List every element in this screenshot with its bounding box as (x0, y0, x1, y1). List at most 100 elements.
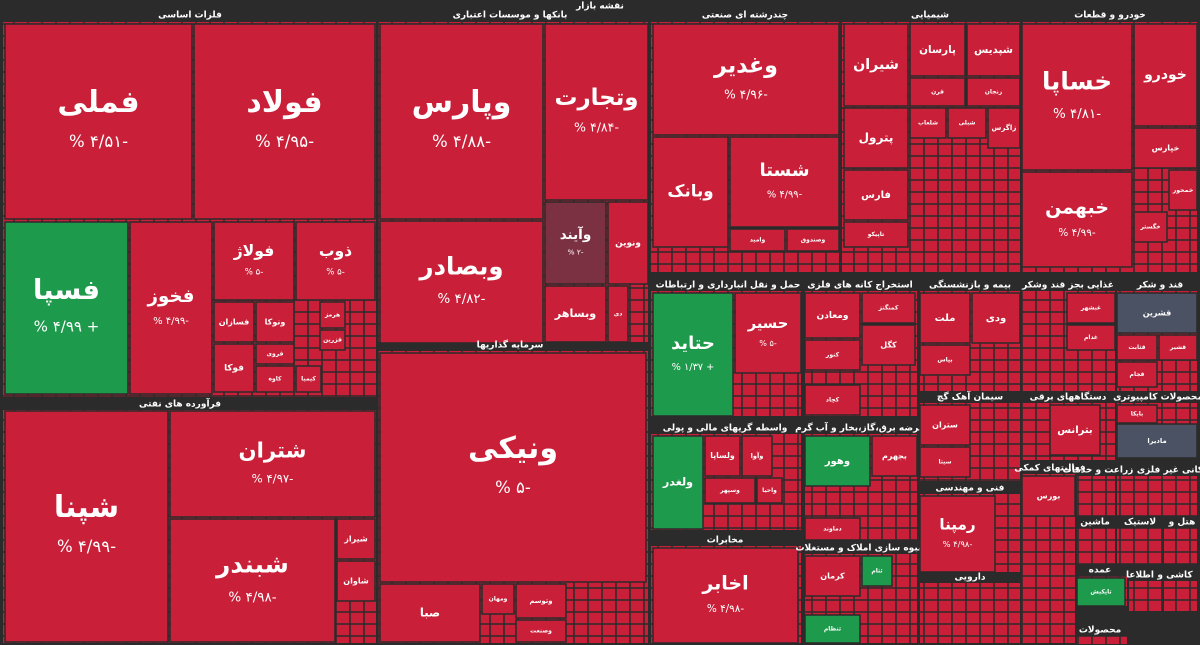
tile (919, 344, 971, 376)
sector-name: عرضه برق،گاز،بخار و آب گرم (795, 422, 925, 434)
sector-name: اطلاعا (1126, 571, 1154, 581)
tile-symbol: قجام (1130, 371, 1145, 378)
tile-change: -۵ % (245, 267, 264, 277)
sector-area (1077, 636, 1127, 644)
tile (255, 343, 295, 365)
sector-name: هتل و (1168, 518, 1196, 528)
tile-change: -۴/۹۹ % (767, 190, 803, 201)
tile-symbol: فخوز (147, 286, 195, 307)
tile-symbol: کاوه (268, 376, 282, 383)
tile-symbol: خبهمن (1045, 197, 1109, 219)
tile-symbol: وآوا (751, 451, 764, 460)
tile (336, 518, 376, 560)
tile (909, 23, 966, 77)
tile-change: -۴/۹۹ % (57, 537, 116, 556)
tile-symbol: بترانس (1057, 425, 1092, 436)
tile (1021, 475, 1076, 517)
tile (4, 221, 129, 395)
tile-symbol: فارس (861, 190, 891, 201)
tile-change: -۵ % (495, 478, 531, 497)
tile-symbol: ومعادن (817, 311, 849, 321)
tile-symbol: دماوند (823, 526, 842, 533)
tile (544, 285, 607, 343)
tile (741, 435, 773, 477)
tile (804, 555, 861, 597)
tile (379, 583, 481, 643)
tile-symbol: وپارس (412, 85, 512, 120)
tile-symbol: قثابت (1128, 344, 1145, 351)
sector-name: سرمایه گذاریها (477, 339, 544, 351)
tile-symbol: زاگرس (992, 123, 1017, 132)
tile-symbol: ونیکی (468, 431, 558, 466)
sector-name: دستگاههای برقی (1030, 391, 1107, 403)
tile (947, 107, 987, 139)
tile-symbol: ولغدر (662, 476, 693, 489)
tile-symbol: حسیر (747, 315, 789, 332)
tile-symbol: مادیرا (1147, 437, 1166, 445)
tile-symbol: دی (614, 311, 623, 318)
tile (515, 583, 567, 619)
tile (1116, 292, 1198, 334)
tile-change: -۴/۹۵ % (255, 132, 314, 151)
sector-area (1117, 476, 1197, 516)
sector-name: انبوه سازی املاک و مستغلات (796, 544, 925, 554)
tile (652, 23, 840, 136)
tile-symbol: غدام (1084, 334, 1098, 341)
sector-name: لاستیک (1124, 518, 1156, 528)
tile (861, 555, 893, 587)
tile-symbol: وغدیر (713, 53, 778, 79)
tile (379, 220, 544, 344)
tile-symbol: قشیر (1169, 344, 1186, 351)
tile-symbol: کگل (880, 340, 897, 350)
sector-name: دارویی (955, 573, 986, 583)
tile (1021, 171, 1133, 268)
tile-symbol: کچاد (826, 397, 840, 404)
tile-change: -۴/۸۸ % (432, 132, 491, 151)
tile-symbol: تاپکیش (1090, 589, 1111, 596)
tile-change: + ۱/۳۷ % (672, 362, 715, 373)
sector-name: فعالیتهای کمکی (1014, 464, 1085, 474)
tile (129, 221, 213, 395)
sector-name: غذایی بجز قند وشکر (1021, 281, 1114, 291)
tile-symbol: اخابر (701, 573, 748, 595)
tile-symbol: وآیند (560, 226, 592, 243)
sector-area (920, 583, 1020, 643)
tile (169, 518, 336, 643)
tile (481, 583, 515, 615)
tile (804, 292, 861, 339)
tile (1116, 361, 1158, 388)
tile (861, 324, 916, 366)
tile (652, 136, 729, 248)
tile (909, 77, 966, 107)
tile-symbol: وتوسم (529, 597, 552, 605)
tile-symbol: رمپنا (939, 515, 975, 534)
sector-name: کاشی و (1156, 571, 1193, 581)
tile-change: -۴/۹۹ % (1058, 227, 1096, 239)
tile-symbol: ولساپا (710, 451, 735, 460)
tile (319, 301, 346, 329)
tile-symbol: فرن (931, 89, 944, 96)
sector-name: سیمان آهک گچ (937, 391, 1003, 403)
tile-symbol: بپاس (937, 357, 952, 364)
tile (319, 329, 346, 351)
sector-name: فنی و مهندسی (936, 484, 1005, 494)
sector-name: بانکها و موسسات اعتباری (453, 11, 568, 21)
tile-symbol: شبندر (214, 550, 289, 579)
tile-symbol: شیران (853, 57, 899, 73)
tile (1049, 404, 1101, 456)
sector-name: چندرشته ای صنعتی (702, 11, 788, 21)
tile (843, 169, 909, 221)
tile (843, 221, 909, 248)
tile (544, 23, 649, 201)
tile-symbol: ومهان (489, 596, 508, 603)
tile (966, 23, 1021, 77)
tile (1158, 334, 1198, 361)
tile (704, 477, 756, 504)
tile-symbol: فملی (57, 85, 139, 120)
tile (729, 136, 840, 228)
sector-area (1164, 528, 1197, 564)
tile-change: -۴/۸۲ % (438, 292, 486, 307)
tile-symbol: خساپا (1042, 66, 1112, 95)
tile-symbol: خمحور (1172, 187, 1194, 194)
